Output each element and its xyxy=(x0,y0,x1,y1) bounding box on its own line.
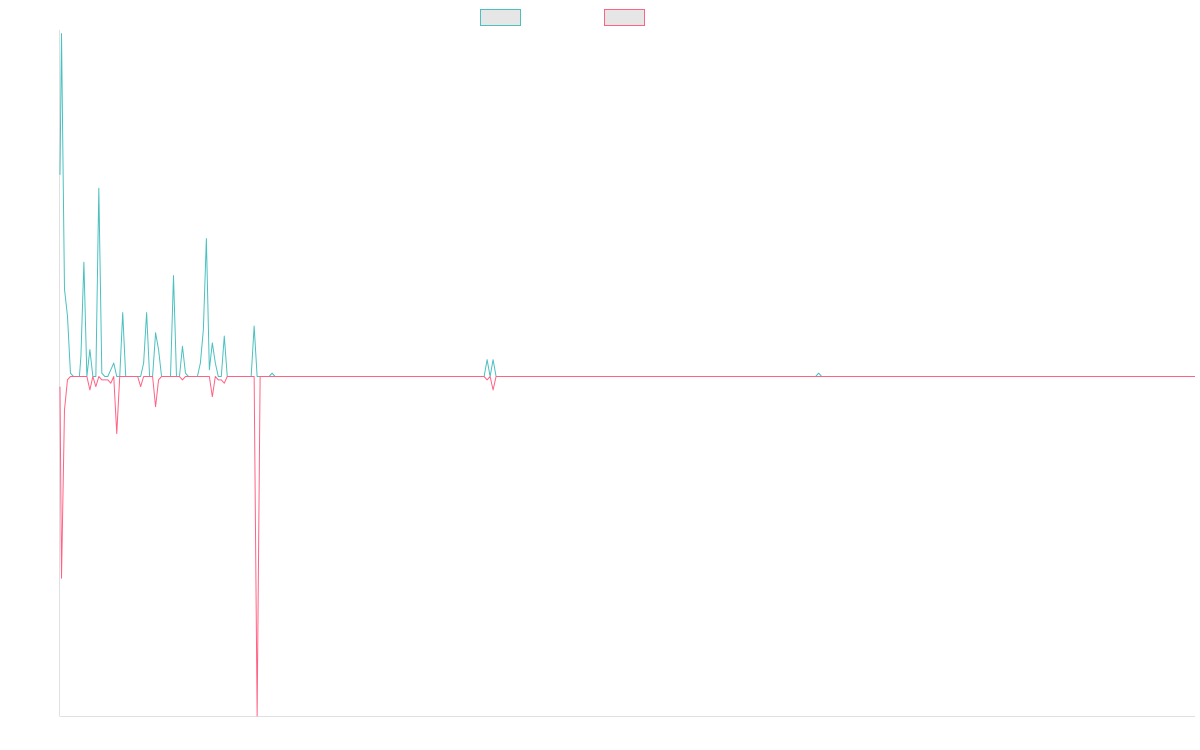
series-layer xyxy=(59,33,1195,717)
series-line-2 xyxy=(59,376,1195,717)
series-line-1 xyxy=(59,33,1195,377)
legend-swatch-2[interactable] xyxy=(604,9,645,26)
legend xyxy=(480,9,645,26)
legend-swatch-1[interactable] xyxy=(480,9,521,26)
